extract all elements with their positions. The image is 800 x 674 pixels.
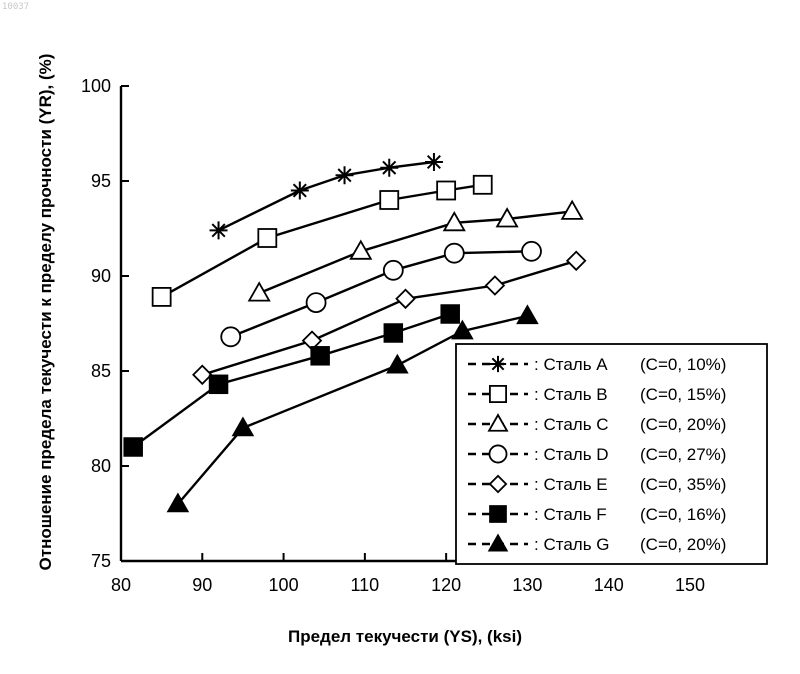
data-point <box>257 228 278 248</box>
legend-marker <box>488 474 508 494</box>
data-point <box>516 304 539 325</box>
data-point <box>521 240 542 262</box>
legend-marker <box>488 444 508 464</box>
legend-entry: : Сталь D (C=0, 27%) <box>468 444 726 464</box>
series-6 <box>123 304 460 457</box>
legend-marker <box>487 533 509 552</box>
x-tick-label: 120 <box>431 575 461 595</box>
figure-id-label: 10037 <box>2 2 30 12</box>
legend-series-name: : Сталь E <box>534 475 608 494</box>
legend: : Сталь A (C=0, 10%): Сталь B (C=0, 15%): … <box>455 343 768 565</box>
x-tick-label: 110 <box>351 575 380 595</box>
data-point <box>380 158 399 177</box>
series-5 <box>192 250 587 386</box>
series-1 <box>209 153 443 240</box>
data-point <box>386 353 409 374</box>
legend-entry: : Сталь F (C=0, 16%) <box>468 505 726 524</box>
data-point <box>382 259 404 281</box>
x-tick-label: 140 <box>594 575 624 595</box>
data-point <box>290 181 309 200</box>
legend-series-name: : Сталь A <box>534 355 608 374</box>
series-3 <box>247 199 584 302</box>
legend-entry: : Сталь A (C=0, 10%) <box>468 355 726 374</box>
y-tick-label: 95 <box>91 171 111 191</box>
series-line <box>161 183 483 298</box>
legend-marker <box>489 505 507 523</box>
data-point <box>209 221 228 240</box>
data-point <box>208 374 229 395</box>
legend-box <box>455 343 768 565</box>
data-point <box>472 174 493 195</box>
x-tick-label: 80 <box>111 575 131 595</box>
data-point <box>395 288 416 310</box>
data-point <box>231 416 255 437</box>
legend-marker <box>489 355 507 373</box>
y-tick-label: 80 <box>91 456 111 476</box>
legend-entry: : Сталь C (C=0, 20%) <box>468 413 726 434</box>
data-point <box>442 210 466 232</box>
data-point <box>495 207 519 228</box>
y-tick-label: 90 <box>91 266 111 286</box>
legend-series-name: : Сталь G <box>534 535 610 554</box>
data-point <box>565 250 587 272</box>
data-point <box>443 242 465 264</box>
data-point <box>310 346 330 366</box>
data-point <box>349 239 373 260</box>
legend-series-composition: (C=0, 16%) <box>640 505 726 524</box>
series-4 <box>220 240 542 348</box>
data-point <box>305 292 327 314</box>
legend-series-composition: (C=0, 27%) <box>640 445 726 464</box>
data-point <box>192 364 213 386</box>
series-layer <box>123 153 587 513</box>
data-point <box>220 326 242 348</box>
data-point <box>451 319 474 340</box>
data-point <box>166 492 190 513</box>
data-point <box>247 281 271 302</box>
legend-series-name: : Сталь D <box>534 445 609 464</box>
legend-entry: : Сталь G (C=0, 20%) <box>468 533 726 554</box>
legend-marker <box>487 413 509 432</box>
x-tick-label: 150 <box>675 575 705 595</box>
legend-series-name: : Сталь C <box>534 415 609 434</box>
x-tick-label: 130 <box>512 575 542 595</box>
data-point <box>440 304 460 324</box>
legend-series-name: : Сталь B <box>534 385 608 404</box>
data-point <box>335 166 354 185</box>
data-point <box>123 437 143 457</box>
legend-series-composition: (C=0, 20%) <box>640 535 726 554</box>
legend-marker <box>488 384 507 403</box>
data-point <box>424 153 443 171</box>
y-tick-label: 85 <box>91 361 111 381</box>
legend-entry: : Сталь E (C=0, 35%) <box>468 474 726 494</box>
data-point <box>383 323 404 343</box>
data-point <box>151 286 172 307</box>
x-tick-label: 100 <box>269 575 299 595</box>
y-axis-title: Отношение предела текучести к пределу пр… <box>36 54 55 571</box>
series-line <box>230 250 532 338</box>
data-point <box>379 190 400 210</box>
x-tick-label: 90 <box>192 575 212 595</box>
y-tick-label: 75 <box>91 551 111 571</box>
legend-series-composition: (C=0, 15%) <box>640 385 726 404</box>
data-point <box>484 275 506 296</box>
series-2 <box>151 174 493 307</box>
legend-series-composition: (C=0, 35%) <box>640 475 726 494</box>
legend-series-composition: (C=0, 20%) <box>640 415 726 434</box>
data-point <box>560 199 584 220</box>
legend-series-name: : Сталь F <box>534 505 607 524</box>
data-point <box>436 180 457 201</box>
series-7 <box>166 304 539 513</box>
y-tick-label: 100 <box>81 76 111 96</box>
legend-entry: : Сталь B (C=0, 15%) <box>468 384 726 404</box>
legend-series-composition: (C=0, 10%) <box>640 355 726 374</box>
x-axis-title: Предел текучести (YS), (ksi) <box>288 627 522 646</box>
